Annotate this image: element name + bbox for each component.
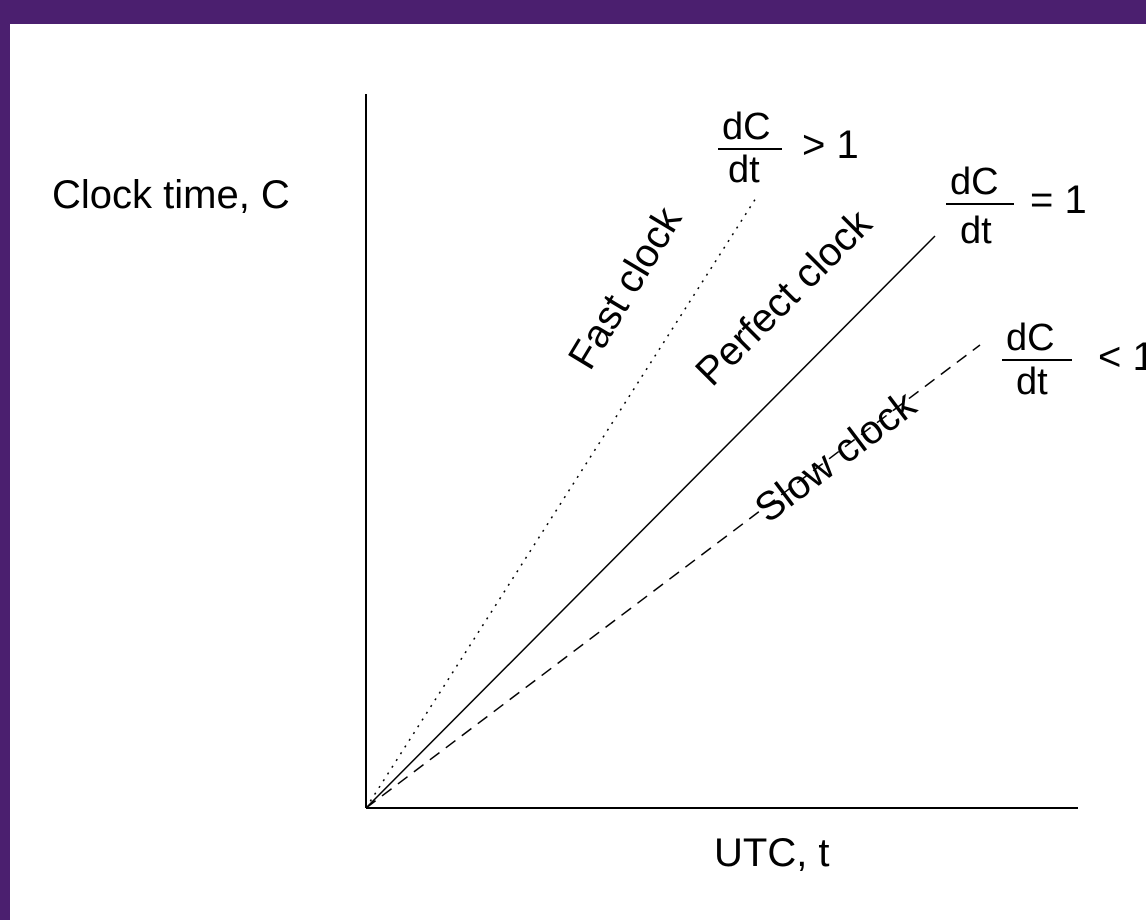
- slow-clock-derivative: dC dt < 1: [1002, 317, 1146, 403]
- fast-clock-derivative: dC dt > 1: [718, 106, 859, 191]
- slow-denominator: dt: [1016, 361, 1048, 403]
- perfect-clock-line: [365, 235, 936, 809]
- fast-denominator: dt: [728, 149, 760, 191]
- x-axis-label: UTC, t: [714, 831, 830, 875]
- y-axis-label: Clock time, C: [52, 173, 290, 217]
- slow-clock-line: [365, 344, 981, 809]
- perfect-denominator: dt: [960, 210, 992, 252]
- fast-clock-label: Fast clock: [560, 199, 691, 377]
- perfect-numerator: dC: [950, 161, 999, 203]
- perfect-clock-label: Perfect clock: [687, 201, 881, 395]
- fast-clock-line: [365, 197, 757, 809]
- slide-canvas: [10, 24, 1146, 920]
- perfect-clock-derivative: dC dt = 1: [946, 161, 1087, 252]
- perfect-slope: = 1: [1030, 178, 1087, 222]
- slow-slope: < 1: [1098, 335, 1146, 379]
- fast-numerator: dC: [722, 106, 771, 148]
- slow-clock-label: Slow clock: [747, 382, 925, 531]
- fast-slope: > 1: [802, 123, 859, 167]
- slow-numerator: dC: [1006, 317, 1055, 359]
